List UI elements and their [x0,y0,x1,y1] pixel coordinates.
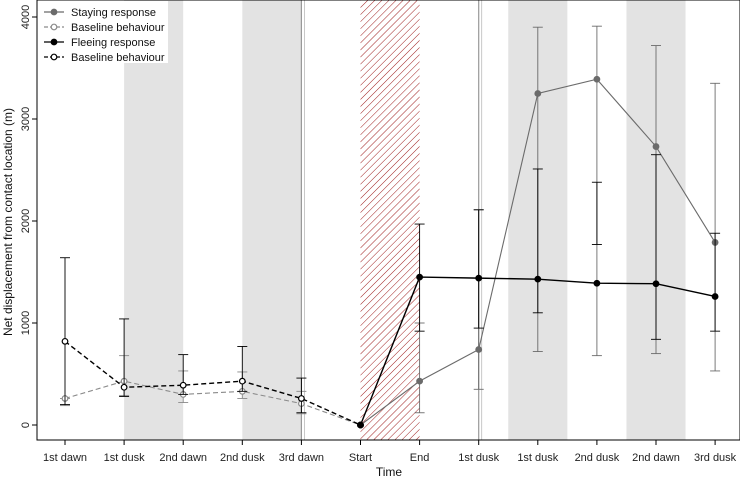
data-point [357,421,364,429]
data-point [61,337,69,345]
legend-marker-0 [50,8,58,16]
x-axis-title: Time [376,465,403,479]
legend-marker-3 [50,53,58,61]
series-layer [60,25,721,429]
data-point [593,279,601,287]
y-tick-label: 2000 [20,209,32,233]
legend-label-3: Baseline behaviour [71,52,165,64]
y-tick-label: 1000 [20,311,32,335]
data-point [534,275,542,283]
legend-label-1: Baseline behaviour [71,22,165,34]
x-tick-label: 2nd dusk [575,452,620,464]
x-tick-label: 3rd dawn [279,452,324,464]
y-tick-label: 3000 [20,107,32,131]
y-tick-label: 0 [20,422,32,428]
y-axis-title: Net displacement from contact location (… [1,108,15,336]
series-line [64,380,361,426]
series-line [64,340,361,426]
legend: Staying response Baseline behaviour Fleein… [38,1,168,64]
x-tick-label: 1st dusk [517,452,558,464]
data-point [475,274,483,282]
data-point [120,383,128,391]
x-tick-label: 2nd dusk [220,452,265,464]
x-tick-label: 2nd dawn [159,452,207,464]
data-point [416,273,424,281]
legend-label-0: Staying response [71,7,156,19]
plot-frame [36,0,740,441]
legend-label-2: Fleeing response [71,37,155,49]
contact-period-hatch [360,0,420,440]
shading-layer [124,0,686,440]
data-point [475,346,483,353]
series-3 [60,257,364,429]
x-tick-label: End [410,452,430,464]
data-point [593,75,601,83]
data-point [652,143,660,150]
series-1 [60,355,364,429]
data-point [416,377,424,385]
data-point [652,280,660,288]
data-point [238,377,246,385]
data-point [298,395,305,402]
x-tick-label: Start [349,452,372,464]
data-point [534,90,542,97]
y-tick-label: 4000 [20,5,32,29]
x-tick-label: 1st dawn [43,452,87,464]
x-tick-label: 2nd dawn [632,452,680,464]
shaded-band-1 [242,0,302,440]
legend-marker-2 [50,38,58,46]
legend-marker-1 [50,23,58,31]
x-tick-label: 1st dusk [104,452,145,464]
data-point [179,381,187,389]
x-tick-label: 3rd dusk [694,452,737,464]
data-point [711,293,719,300]
legend-box [38,1,168,63]
shaded-band-0 [124,0,184,440]
x-tick-label: 1st dusk [458,452,499,464]
axis-layer: 0 1000 2000 3000 4000 1st dawn 1st dusk 2nd daw… [20,5,737,464]
